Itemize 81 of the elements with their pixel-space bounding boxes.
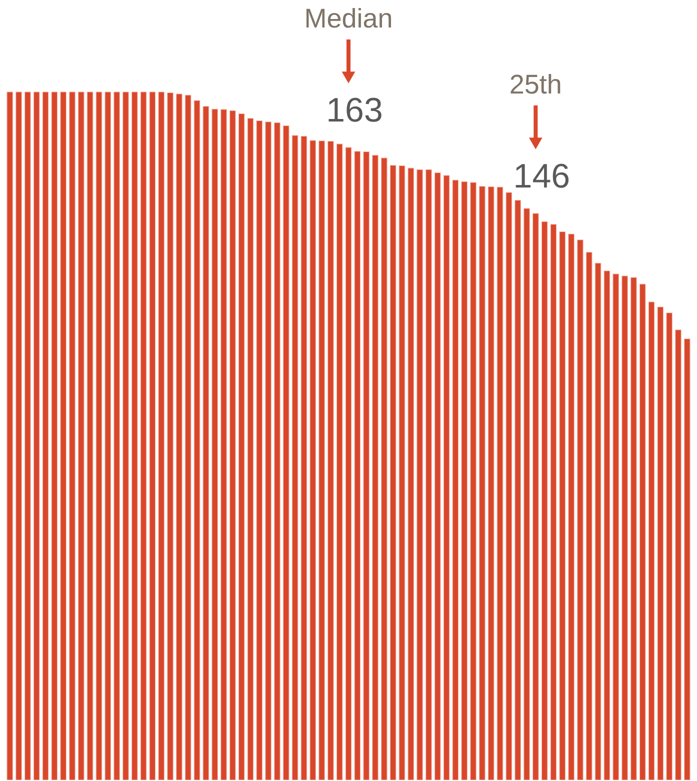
bar [648,302,655,780]
bar [78,92,84,780]
bar [470,182,476,780]
bar [452,180,459,780]
bar [630,277,637,780]
bar [184,94,192,780]
data-label: 163 [326,91,383,130]
annotation: 25th [509,69,562,100]
bar [461,181,468,780]
bar [408,168,414,780]
bar [336,144,343,780]
bar [514,200,522,780]
bar [577,240,584,780]
bar [16,92,22,780]
bar [69,92,76,780]
bar [265,122,272,780]
bar [104,92,112,780]
data-label: 146 [513,157,570,196]
bar [247,118,254,780]
bar [274,122,280,780]
bar [122,92,129,780]
bar [60,92,67,780]
bar [604,270,610,780]
bar [478,186,486,780]
bar [327,140,334,780]
bar [398,165,406,780]
bar [416,169,423,780]
bar [550,224,557,780]
bar [506,192,512,780]
bar [212,108,218,780]
bar [354,151,361,780]
bar [176,94,182,780]
bar [612,274,620,780]
bar [541,221,548,780]
bar [202,106,210,780]
bar [238,113,245,780]
bar [114,92,120,780]
bar [568,234,574,780]
bar [559,231,566,780]
bar [639,284,646,780]
bar [390,165,396,780]
bar [666,312,673,780]
bar [229,110,236,780]
bar [675,330,682,780]
bar [300,136,308,780]
bar [86,92,94,780]
bar [345,147,352,780]
bar [594,262,602,780]
bar [282,125,290,780]
bar [42,92,49,780]
bar [434,172,441,780]
bar [586,252,592,780]
bar [372,154,378,780]
bar [426,169,432,780]
bar [140,92,147,780]
bar [443,175,450,780]
bar [524,208,530,780]
bar [488,186,494,780]
bar [496,186,504,780]
bar [310,140,316,780]
bar [256,120,263,780]
bar [380,158,388,780]
bar [194,100,200,780]
bar [6,92,14,780]
bar [51,92,58,780]
bar [131,92,138,780]
bar [220,109,227,780]
bar [149,92,156,780]
bar [96,92,102,780]
bar [318,140,325,780]
annotation: Median [304,3,393,34]
bar [292,135,298,780]
bar [622,276,628,780]
bar [167,92,174,780]
bar [363,151,370,780]
bar [657,306,664,780]
bar [24,92,31,780]
bar [532,213,539,780]
bar [684,338,690,780]
bar [158,92,165,780]
bar [33,92,40,780]
